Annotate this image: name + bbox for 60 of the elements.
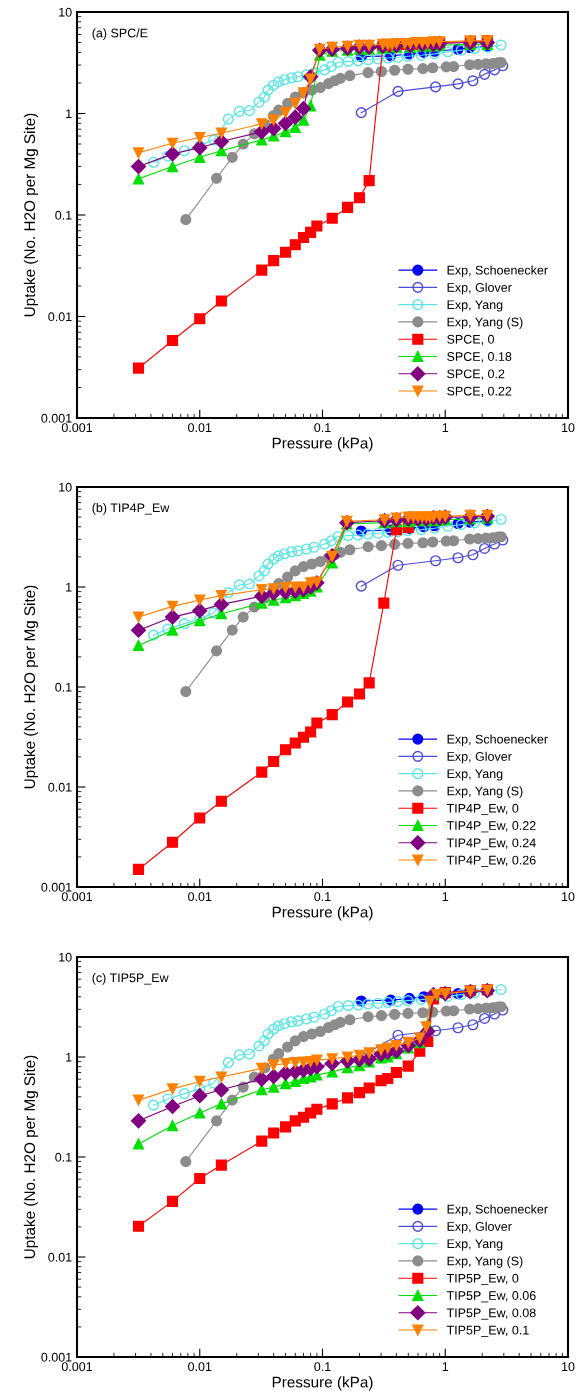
legend-label: Exp, Yang xyxy=(447,300,503,312)
x-tick-label: 0.1 xyxy=(314,1362,331,1372)
legend-label: Exp, Glover xyxy=(447,282,512,295)
y-tick-label: 0.01 xyxy=(48,782,72,792)
legend-label: TIP5P_Ew, 0 xyxy=(446,1273,519,1286)
legend-label: Exp, Glover xyxy=(447,1221,512,1234)
y-tick-label: 0.001 xyxy=(41,1352,72,1362)
text: (b) TIP4P_Ew xyxy=(92,503,170,515)
y-axis-title: Uptake (No. H2O per Mg Site) xyxy=(23,585,39,789)
y-tick-label: 1 xyxy=(66,582,72,592)
y-tick-label: 0.1 xyxy=(55,210,72,220)
x-tick-label: 10 xyxy=(562,423,575,433)
y-tick-label: 10 xyxy=(59,482,72,492)
y-tick-label: 0.001 xyxy=(41,413,72,423)
legend-label: Exp, Schoenecker xyxy=(447,1204,548,1217)
x-tick-label: 0.1 xyxy=(314,423,331,433)
legend-label: TIP5P_Ew, 0.06 xyxy=(446,1291,536,1303)
y-tick-label: 0.01 xyxy=(48,1252,72,1262)
legend-label: TIP4P_Ew, 0.22 xyxy=(446,821,536,833)
y-tick-label: 1 xyxy=(66,109,72,119)
legend-label: TIP5P_Ew, 0.08 xyxy=(446,1308,536,1320)
legend-label: SPCE, 0 xyxy=(447,334,495,346)
legend-label: Exp, Schoenecker xyxy=(447,265,548,278)
x-tick-label: 1 xyxy=(442,423,449,432)
x-axis-title: Pressure (kPa) xyxy=(272,437,373,452)
y-tick-label: 0.1 xyxy=(55,1152,72,1162)
y-axis-title: Uptake (No. H2O per Mg Site) xyxy=(23,1055,39,1259)
legend-label: Exp, Yang xyxy=(447,769,503,781)
legend-label: SPCE, 0.2 xyxy=(447,369,505,380)
x-tick-label: 10 xyxy=(562,892,575,902)
x-axis-title: Pressure (kPa) xyxy=(272,1376,373,1391)
x-tick-label: 0.01 xyxy=(188,892,212,902)
legend-label: TIP4P_Ew, 0.26 xyxy=(446,855,536,867)
text: (c) TIP5P_Ew xyxy=(92,973,169,985)
x-tick-label: 1 xyxy=(442,1362,449,1371)
legend-label: Exp, Yang (S) xyxy=(447,786,523,798)
legend-label: Exp, Yang (S) xyxy=(447,317,523,329)
legend-label: Exp, Glover xyxy=(447,751,512,764)
legend-label: TIP5P_Ew, 0.1 xyxy=(446,1325,529,1337)
x-tick-label: 1 xyxy=(442,892,449,901)
legend-label: Exp, Schoenecker xyxy=(447,734,548,747)
y-tick-label: 0.1 xyxy=(55,682,72,692)
y-tick-label: 0.001 xyxy=(41,882,72,892)
y-tick-label: 1 xyxy=(66,1052,72,1062)
x-tick-label: 10 xyxy=(562,1362,575,1372)
y-tick-label: 10 xyxy=(59,952,72,962)
y-tick-label: 0.01 xyxy=(48,312,72,322)
legend-label: SPCE, 0.22 xyxy=(447,386,512,398)
x-tick-label: 0.01 xyxy=(188,1362,212,1372)
x-axis-title: Pressure (kPa) xyxy=(272,906,373,921)
legend-label: SPCE, 0.18 xyxy=(447,352,512,363)
y-tick-label: 10 xyxy=(59,7,72,17)
x-tick-label: 0.01 xyxy=(188,423,212,433)
y-axis-title: Uptake (No. H2O per Mg Site) xyxy=(23,113,39,317)
legend-label: TIP4P_Ew, 0 xyxy=(446,803,519,816)
legend-label: Exp, Yang (S) xyxy=(447,1256,523,1268)
text: (a) SPC/E xyxy=(92,28,148,40)
x-tick-label: 0.1 xyxy=(314,892,331,902)
legend-label: TIP4P_Ew, 0.24 xyxy=(446,838,536,850)
legend-label: Exp, Yang xyxy=(447,1239,503,1251)
